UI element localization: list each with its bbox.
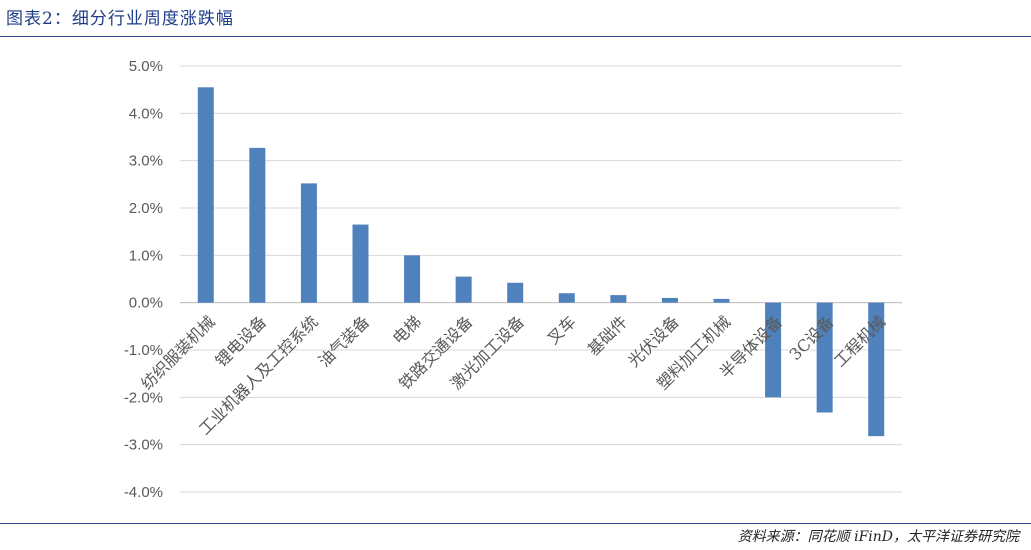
bar — [197, 87, 214, 303]
source-note: 资料来源：同花顺 iFinD，太平洋证券研究院 — [737, 529, 1019, 545]
bar — [352, 224, 369, 303]
x-category-label: 油气装备 — [315, 312, 374, 371]
bar — [404, 255, 421, 303]
x-category-label: 电梯 — [389, 312, 425, 348]
y-tick-label: 3.0% — [129, 153, 163, 170]
figure-title: 图表2：细分行业周度涨跌幅 — [6, 9, 234, 29]
bar — [455, 276, 472, 303]
gridlines — [180, 65, 902, 493]
y-tick-label: -3.0% — [124, 437, 163, 454]
bar — [713, 298, 730, 303]
y-tick-label: -1.0% — [124, 342, 163, 359]
top-divider — [0, 36, 1031, 37]
bar — [610, 295, 627, 303]
y-tick-label: 0.0% — [129, 295, 163, 312]
bar — [300, 183, 317, 303]
bar — [816, 302, 833, 413]
y-tick-label: -2.0% — [124, 389, 163, 406]
bar-chart: -4.0% -3.0% -2.0% -1.0% 0.0% 1.0% 2.0% 3.0% 4.0%… — [124, 58, 902, 501]
bars — [197, 87, 885, 437]
y-tick-label: 5.0% — [129, 58, 163, 75]
y-tick-label: -4.0% — [124, 484, 163, 501]
y-axis-ticks: -4.0% -3.0% -2.0% -1.0% 0.0% 1.0% 2.0% 3.0% 4.0%… — [124, 58, 163, 501]
bottom-divider — [0, 523, 1031, 524]
bar — [507, 282, 524, 303]
bar — [249, 147, 266, 303]
y-tick-label: 1.0% — [129, 247, 163, 264]
bar — [661, 297, 678, 303]
bar — [868, 302, 885, 437]
y-tick-label: 4.0% — [129, 105, 163, 122]
bar — [765, 302, 782, 398]
bar — [558, 293, 575, 303]
y-tick-label: 2.0% — [129, 200, 163, 217]
x-category-label: 基础件 — [584, 312, 631, 359]
x-category-label: 叉车 — [544, 312, 580, 348]
